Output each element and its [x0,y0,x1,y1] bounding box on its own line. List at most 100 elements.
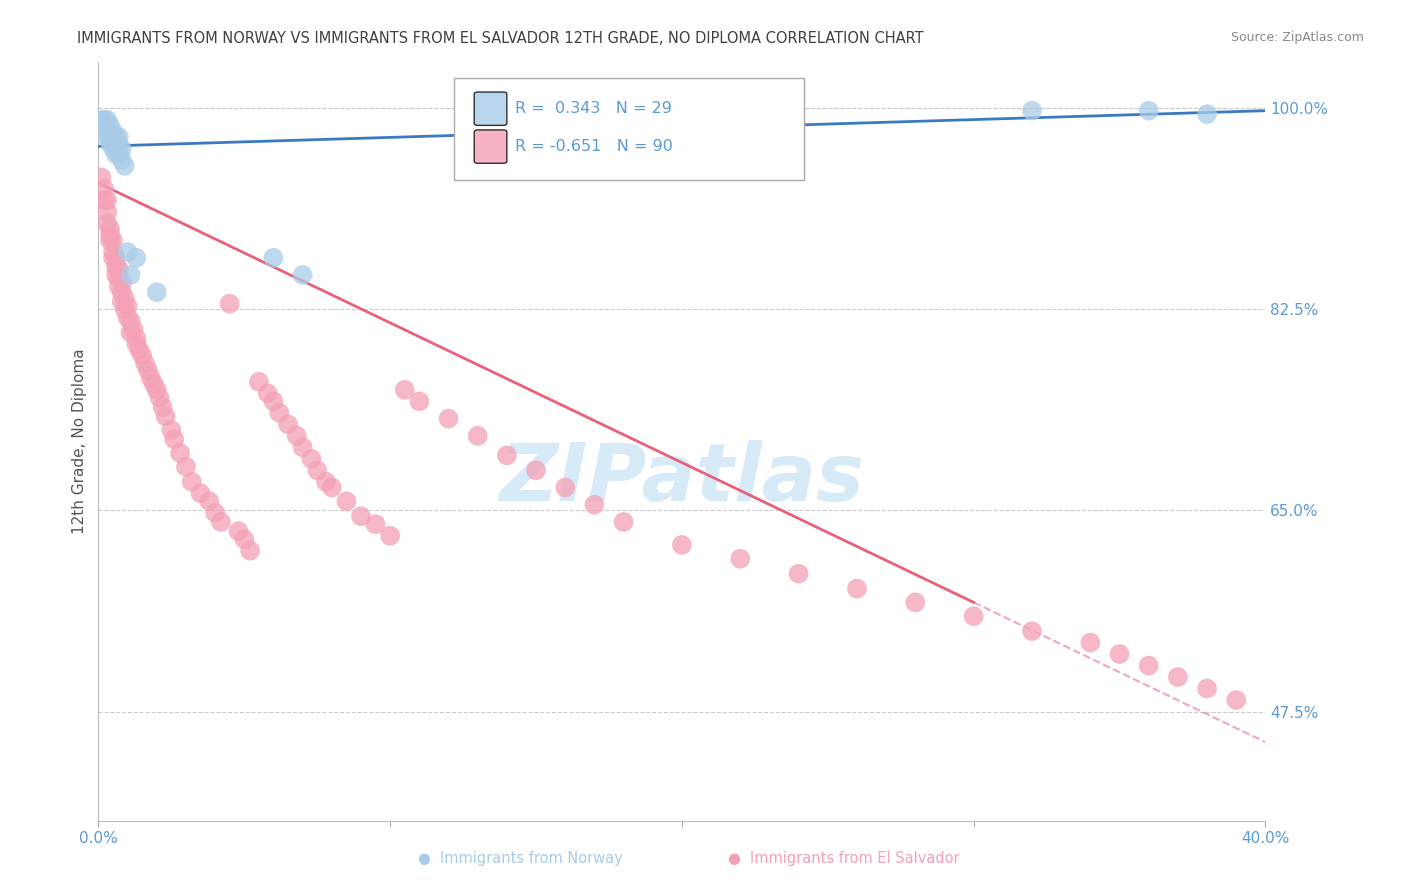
Point [1021,103,1043,118]
Point [262,394,284,409]
Point [846,582,869,596]
Text: R = -0.651   N = 90: R = -0.651 N = 90 [515,139,673,154]
Point [98,119,121,133]
Point [101,251,124,265]
Point [228,524,250,538]
Point [136,363,159,377]
Text: R =  0.343   N = 29: R = 0.343 N = 29 [515,101,672,116]
Point [108,138,131,153]
Point [98,222,121,236]
Point [108,279,131,293]
Point [204,506,226,520]
Point [101,124,124,138]
Point [108,262,131,277]
Point [787,566,810,581]
Point [163,432,186,446]
Point [467,429,489,443]
Point [104,260,127,274]
Point [117,310,139,325]
Text: Source: ZipAtlas.com: Source: ZipAtlas.com [1230,31,1364,45]
Point [612,515,634,529]
Point [96,124,118,138]
Point [96,130,118,145]
Point [904,595,927,609]
Point [671,538,693,552]
Point [139,371,162,385]
Y-axis label: 12th Grade, No Diploma: 12th Grade, No Diploma [72,349,87,534]
Point [583,498,606,512]
Point [108,147,131,161]
Point [120,268,142,282]
Point [262,251,284,265]
Point [233,532,256,546]
Point [247,375,270,389]
Point [315,475,337,489]
Point [364,517,387,532]
Point [96,216,118,230]
Point [101,234,124,248]
Point [1080,635,1102,649]
Point [174,459,197,474]
Text: ●  Immigrants from Norway: ● Immigrants from Norway [418,851,623,865]
Point [125,331,148,345]
Point [335,494,357,508]
Point [111,294,134,309]
Text: IMMIGRANTS FROM NORWAY VS IMMIGRANTS FROM EL SALVADOR 12TH GRADE, NO DIPLOMA COR: IMMIGRANTS FROM NORWAY VS IMMIGRANTS FRO… [77,31,924,46]
Point [437,411,460,425]
Point [93,182,115,196]
Point [408,394,430,409]
Point [149,391,172,405]
Point [1137,103,1160,118]
Text: ZIPatlas: ZIPatlas [499,441,865,518]
Point [285,429,308,443]
Point [111,142,134,156]
Point [114,302,136,317]
Point [98,136,121,150]
Point [120,326,142,340]
Point [152,400,174,414]
Point [218,296,240,310]
Point [291,268,314,282]
Point [96,204,118,219]
Point [117,299,139,313]
Point [93,119,115,133]
Point [524,463,547,477]
Point [90,112,112,127]
Point [114,159,136,173]
Point [142,377,165,392]
Point [98,234,121,248]
Point [104,251,127,265]
Point [131,348,153,362]
Point [104,130,127,145]
Point [169,446,191,460]
Point [496,448,519,462]
Point [1021,624,1043,639]
Point [269,406,291,420]
Point [96,194,118,208]
Point [90,170,112,185]
Point [209,515,232,529]
Point [111,285,134,300]
FancyBboxPatch shape [454,78,804,180]
Point [146,285,169,300]
Point [101,142,124,156]
Point [134,356,156,370]
Point [108,130,131,145]
Point [98,130,121,145]
Point [108,271,131,285]
Point [1137,658,1160,673]
Point [198,494,221,508]
Point [93,194,115,208]
Point [554,481,576,495]
Point [96,112,118,127]
Point [104,147,127,161]
Point [1225,693,1247,707]
Point [277,417,299,432]
Point [128,343,150,357]
Point [256,386,278,401]
Point [307,463,329,477]
Point [299,451,322,466]
Point [350,509,373,524]
Point [291,440,314,454]
Point [117,245,139,260]
